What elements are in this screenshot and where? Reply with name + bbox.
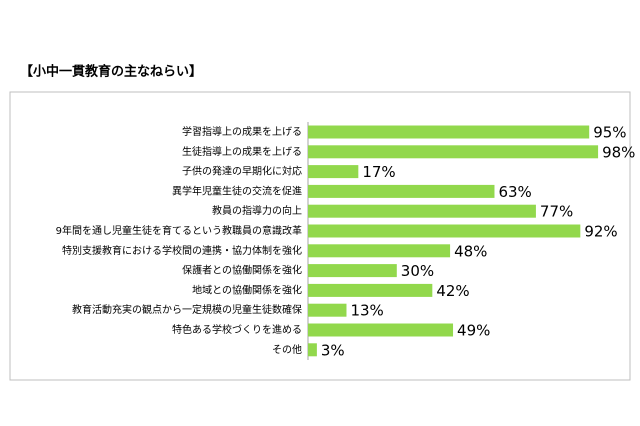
category-label: 特別支援教育における学校間の連携・協力体制を強化: [62, 244, 302, 257]
value-label: 98%: [602, 143, 635, 161]
bar: [308, 244, 451, 258]
bar: [308, 204, 536, 218]
category-label: 生徒指導上の成果を上げる: [182, 145, 302, 158]
value-label: 49%: [457, 322, 490, 340]
category-label: 9年間を通し児童生徒を育てるという教職員の意識改革: [56, 224, 302, 237]
bar: [308, 343, 317, 357]
bar: [308, 224, 581, 238]
value-label: 95%: [593, 124, 626, 142]
category-label: 特色ある学校づくりを進める: [172, 323, 302, 336]
bar: [308, 125, 590, 139]
category-label: 教員の指導力の向上: [212, 204, 302, 217]
bar: [308, 184, 495, 198]
value-label: 77%: [540, 203, 573, 221]
category-label: 教育活動充実の観点から一定規模の児童生徒数確保: [72, 303, 302, 316]
category-label: 学習指導上の成果を上げる: [182, 125, 302, 138]
bar: [308, 323, 454, 337]
category-label: 異学年児童生徒の交流を促進: [172, 184, 302, 197]
category-label: 子供の発達の早期化に対応: [182, 165, 302, 178]
category-label: 地域との協働関係を強化: [192, 283, 302, 296]
category-label: 保護者との協働関係を強化: [182, 264, 302, 277]
value-label: 42%: [436, 282, 469, 300]
value-label: 30%: [401, 262, 434, 280]
value-label: 92%: [584, 223, 617, 241]
bar: [308, 264, 397, 278]
bar: [308, 165, 359, 179]
category-label: その他: [272, 343, 302, 356]
value-label: 48%: [454, 242, 487, 260]
value-label: 3%: [321, 341, 345, 359]
value-label: 63%: [498, 183, 531, 201]
chart-title: 【小中一貫教育の主なねらい】: [20, 64, 202, 80]
chart-frame: [9, 91, 631, 381]
value-label: 17%: [362, 163, 395, 181]
value-label: 13%: [350, 302, 383, 320]
bar: [308, 283, 433, 297]
bar: [308, 303, 347, 317]
bar: [308, 145, 599, 159]
